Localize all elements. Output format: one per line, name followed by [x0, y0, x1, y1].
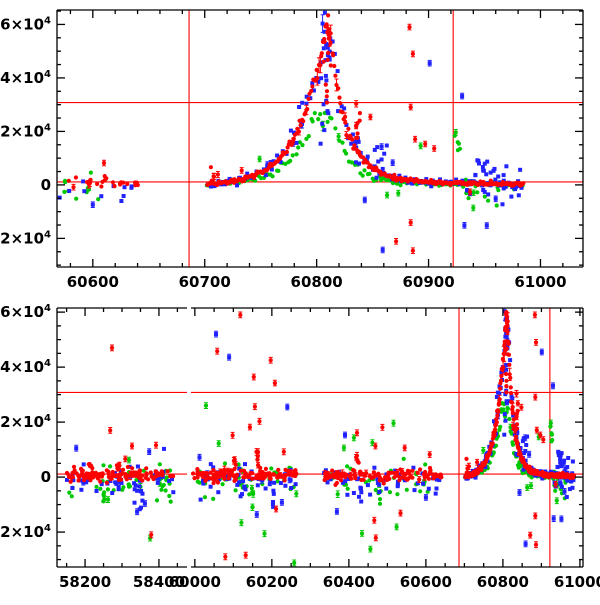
bottom-y-tick-label: 6×104	[0, 303, 51, 321]
top-panel: 60600 60700 60800 60900 61000 -2×104 0 2×104 4×1…	[0, 9, 584, 291]
top-reference-lines	[57, 10, 583, 267]
top-axes-frame	[56, 10, 584, 267]
bottom-y-tick-label: 2×104	[0, 413, 51, 431]
top-tick-labels: 60600 60700 60800 60900 61000 -2×104 0 2×104 4×1…	[0, 15, 567, 291]
top-y-tick-label: 6×104	[0, 15, 51, 33]
bottom-x-tick-label: 60800	[477, 573, 529, 591]
top-y-tick-label: 4×104	[0, 69, 51, 87]
bottom-x-tick-label: 60400	[323, 573, 375, 591]
bottom-axes-frame	[56, 308, 584, 567]
bottom-x-tick-label: 58200	[59, 573, 111, 591]
top-x-tick-label: 60600	[67, 273, 119, 291]
bottom-data-points	[64, 308, 577, 567]
bottom-x-tick-label: 61000	[554, 573, 600, 591]
bottom-x-tick-label: 60000	[169, 573, 221, 591]
bottom-y-tick-label: 0	[41, 468, 51, 486]
top-x-tick-label: 60900	[402, 273, 454, 291]
bottom-y-tick-label: 4×104	[0, 358, 51, 376]
bottom-y-tick-label: -2×104	[0, 523, 51, 541]
top-x-tick-label: 61000	[514, 273, 566, 291]
top-x-tick-label: 60700	[179, 273, 231, 291]
top-data-points	[57, 10, 526, 254]
bottom-x-tick-label: 60600	[400, 573, 452, 591]
top-y-tick-label: -2×104	[0, 229, 51, 247]
top-y-tick-label: 2×104	[0, 122, 51, 140]
top-x-tick-label: 60800	[291, 273, 343, 291]
bottom-x-tick-label: 58400	[133, 573, 185, 591]
top-y-tick-label: 0	[41, 176, 51, 194]
bottom-x-tick-label: 60200	[246, 573, 298, 591]
